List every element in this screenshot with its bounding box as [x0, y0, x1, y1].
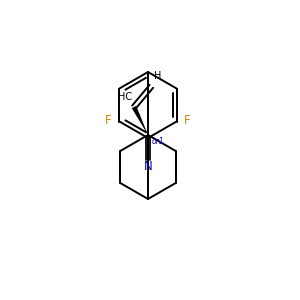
Text: F: F — [105, 114, 112, 127]
Text: HC: HC — [118, 92, 132, 102]
Text: N: N — [144, 160, 152, 173]
Polygon shape — [132, 106, 148, 135]
Text: F: F — [184, 114, 191, 127]
Text: H: H — [154, 71, 162, 81]
Text: or1: or1 — [152, 137, 165, 146]
